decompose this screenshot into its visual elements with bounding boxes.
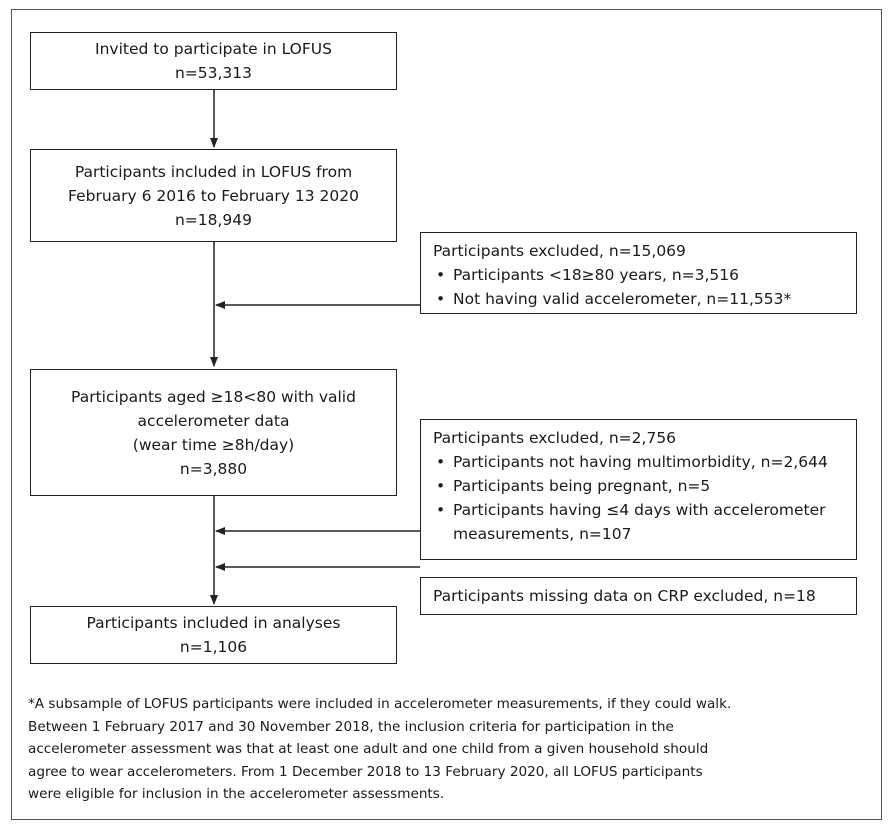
aged-label-1: Participants aged ≥18<80 with valid (71, 387, 356, 406)
excluded-2-title: Participants excluded, n=2,756 (433, 429, 677, 447)
excluded-1-title: Participants excluded, n=15,069 (433, 242, 686, 260)
box-excluded-2: Participants excluded, n=2,756 Participa… (420, 419, 857, 560)
box-invited: Invited to participate in LOFUS n=53,313 (30, 32, 397, 90)
box-aged: Participants aged ≥18<80 with valid acce… (30, 369, 397, 496)
missing-crp-label: Participants missing data on CRP exclude… (433, 587, 816, 605)
included-label-1: Participants included in LOFUS from (74, 162, 353, 181)
excluded-1-list: Participants <18≥80 years, n=3,516 Not h… (433, 263, 846, 311)
box-included: Participants included in LOFUS from Febr… (30, 149, 397, 242)
footnote-line: *A subsample of LOFUS participants were … (28, 696, 732, 712)
aged-label-3: (wear time ≥8h/day) (132, 435, 295, 454)
final-count: n=1,106 (179, 638, 248, 656)
footnote-line: were eligible for inclusion in the accel… (28, 786, 445, 802)
excluded-2-item: Participants having ≤4 days with acceler… (433, 498, 846, 546)
invited-label: Invited to participate in LOFUS (95, 40, 332, 58)
final-label: Participants included in analyses (86, 614, 341, 632)
included-label-2: February 6 2016 to February 13 2020 (68, 186, 359, 205)
box-missing-crp: Participants missing data on CRP exclude… (420, 577, 857, 615)
included-count: n=18,949 (174, 210, 253, 229)
footnote-line: accelerometer assessment was that at lea… (28, 741, 709, 757)
aged-count: n=3,880 (179, 459, 248, 478)
footnote-line: agree to wear accelerometers. From 1 Dec… (28, 763, 703, 780)
box-final: Participants included in analyses n=1,10… (30, 606, 397, 664)
aged-label-2: accelerometer data (137, 411, 290, 430)
invited-count: n=53,313 (174, 64, 253, 82)
excluded-1-item: Not having valid accelerometer, n=11,553… (433, 287, 846, 311)
footnote: *A subsample of LOFUS participants were … (28, 693, 858, 806)
excluded-1-item: Participants <18≥80 years, n=3,516 (433, 263, 846, 287)
box-excluded-1: Participants excluded, n=15,069 Particip… (420, 232, 857, 314)
excluded-2-item: Participants not having multimorbidity, … (433, 450, 846, 474)
figure-frame (11, 9, 882, 820)
excluded-2-item: Participants being pregnant, n=5 (433, 474, 846, 498)
excluded-2-list: Participants not having multimorbidity, … (433, 450, 846, 546)
footnote-line: Between 1 February 2017 and 30 November … (28, 718, 674, 735)
